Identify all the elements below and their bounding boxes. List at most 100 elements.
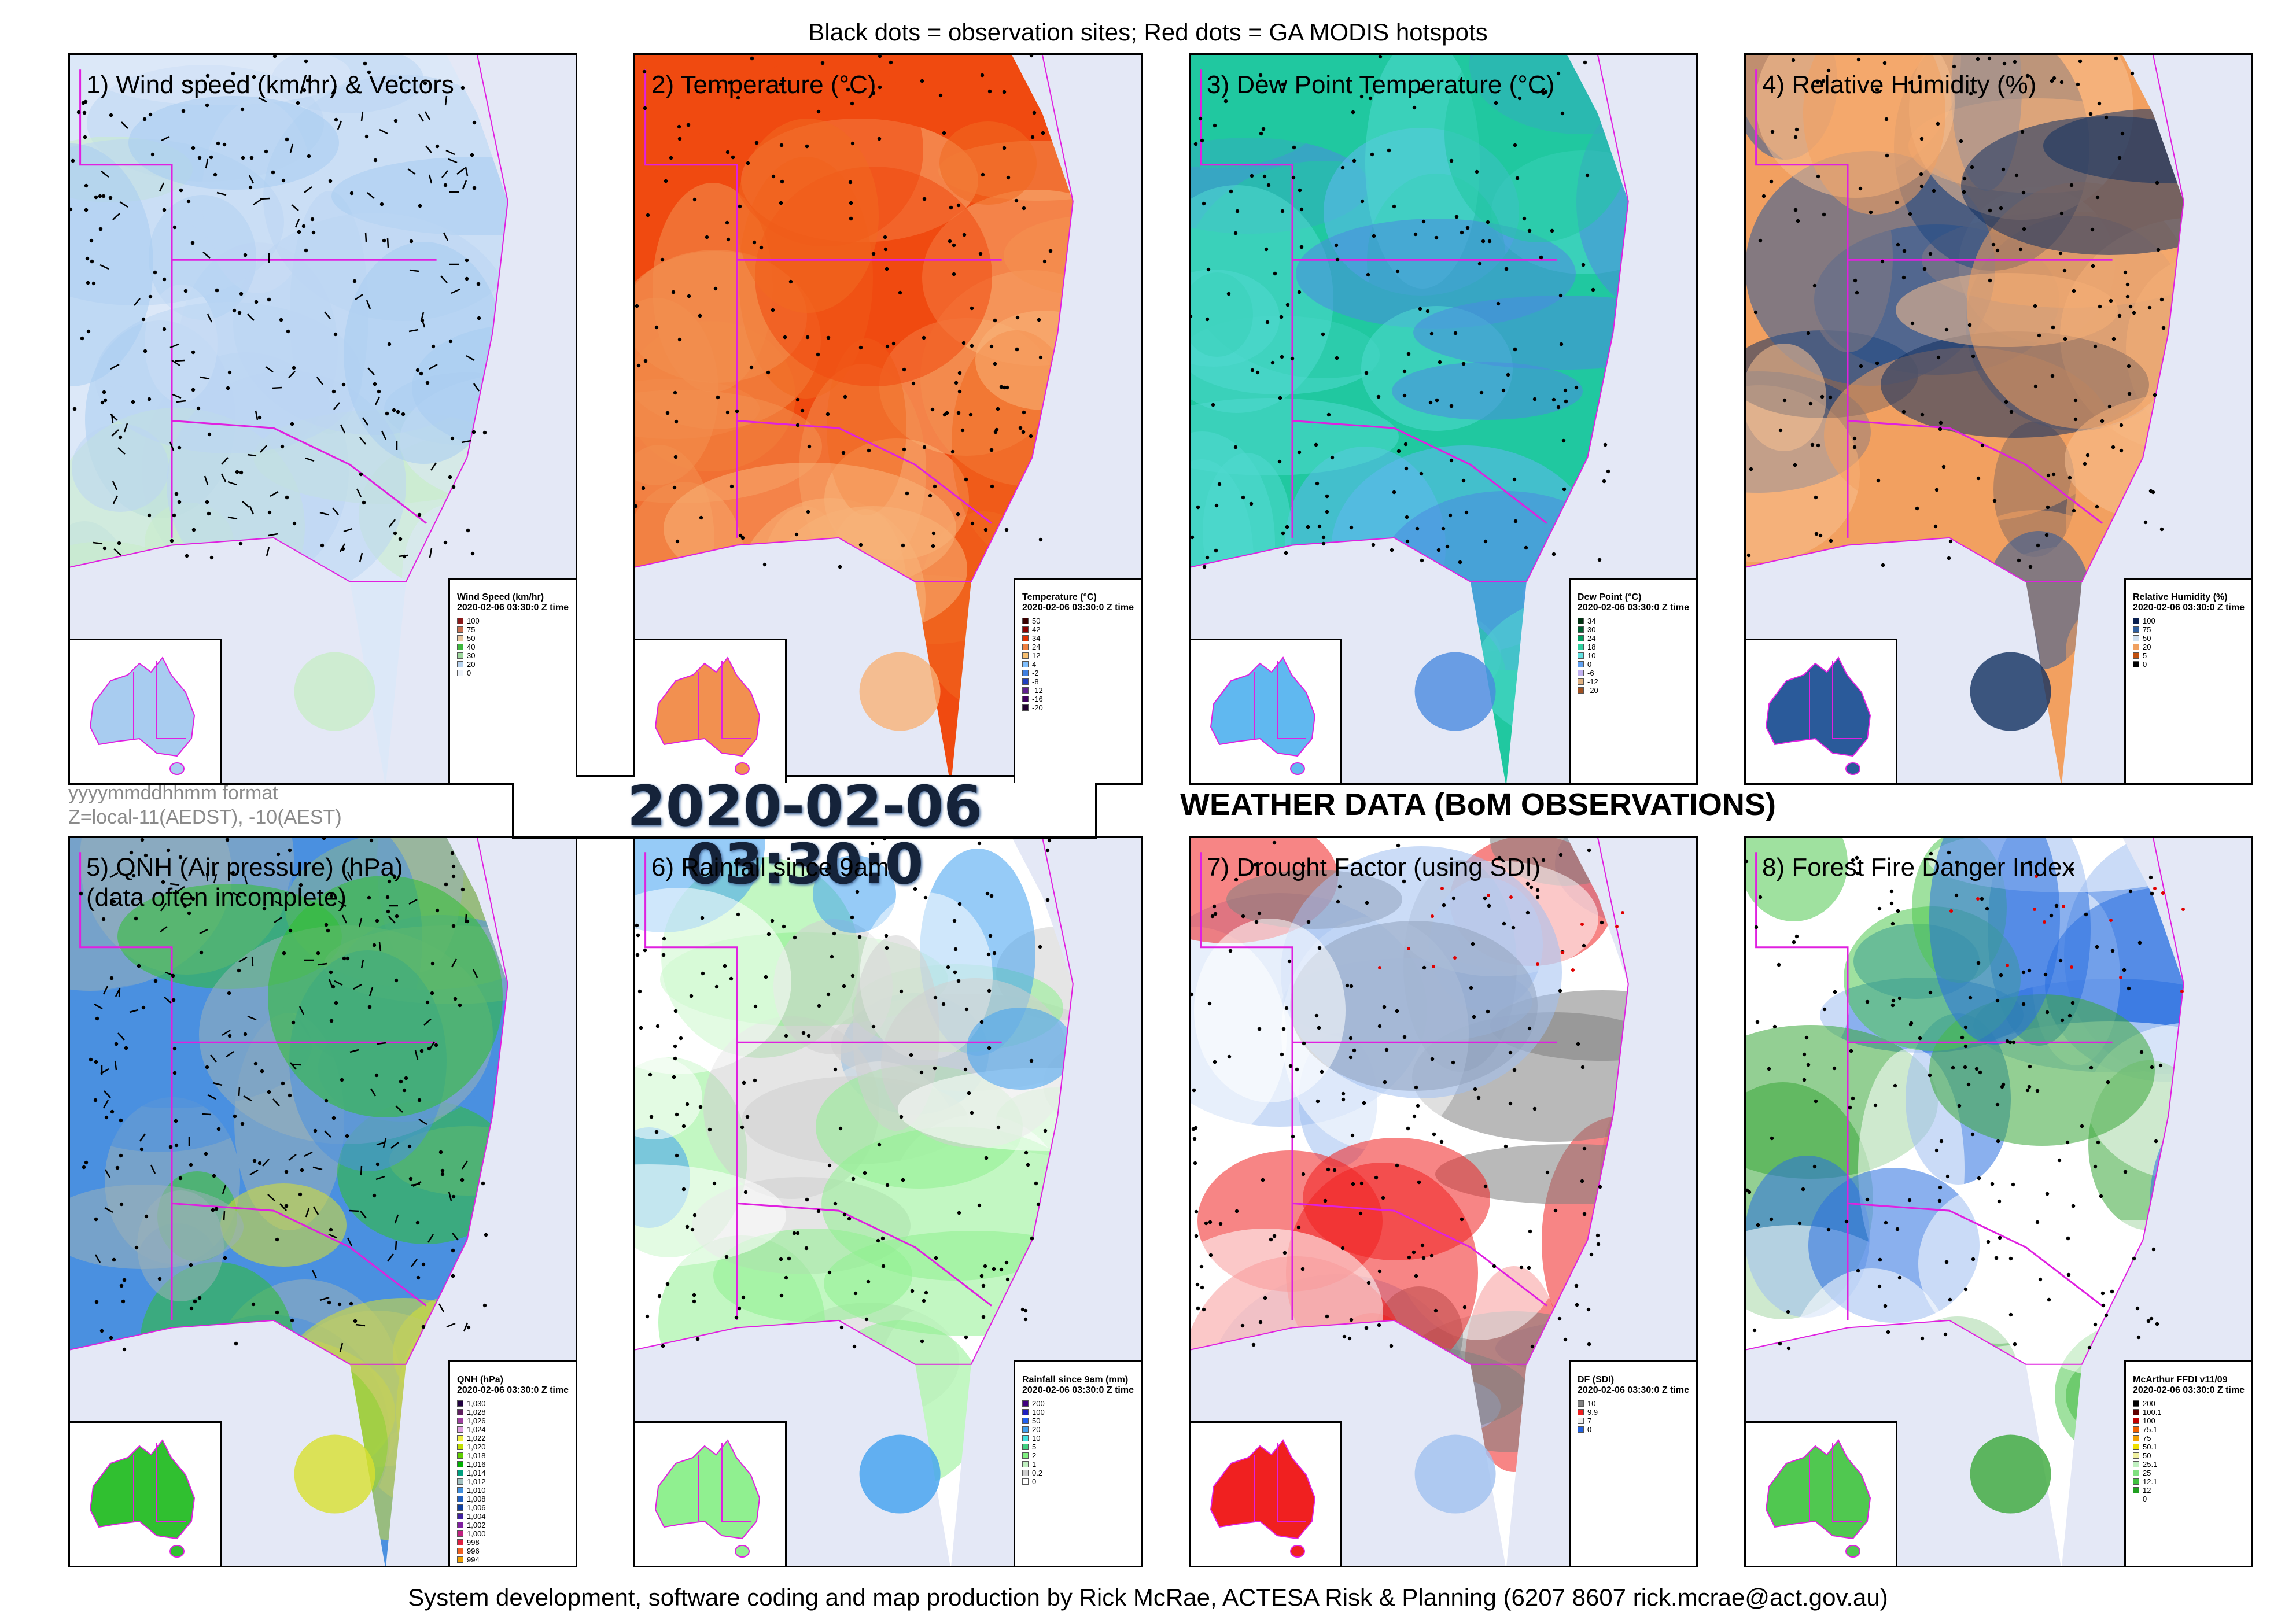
legend-time: 2020-02-06 03:30:0 Z time (1022, 603, 1134, 613)
legend-label: 30 (467, 651, 476, 660)
legend-label: 75.1 (2143, 1425, 2158, 1434)
legend-label: -12 (1587, 677, 1598, 686)
legend-swatch (1022, 635, 1029, 641)
legend-item: -12 (1022, 686, 1135, 695)
legend-item: 10 (1578, 1399, 1690, 1408)
legend-item: 50 (2133, 1451, 2246, 1460)
legend-item: 0 (457, 669, 570, 677)
legend-item: 200 (1022, 1399, 1135, 1408)
map-panel-1: 1) Wind speed (km/hr) & Vectors Wind Spe… (68, 53, 577, 785)
legend-swatch (457, 1478, 463, 1485)
legend-label: 1,022 (467, 1434, 486, 1443)
legend-swatch (1578, 652, 1584, 659)
legend-swatch (1022, 1400, 1029, 1407)
legend-swatch (1578, 687, 1584, 694)
legend-label: 1,016 (467, 1460, 486, 1469)
legend-item: 0 (1578, 1425, 1690, 1434)
legend-item: 30 (1578, 625, 1690, 634)
map-canvas (635, 55, 1141, 783)
legend-swatch (1022, 1418, 1029, 1424)
legend-label: 10 (1587, 651, 1596, 660)
legend-swatch (2133, 661, 2139, 667)
date-display: 2020-02-06 03:30:0 (512, 775, 1097, 893)
legend-item: 1,004 (457, 1512, 570, 1521)
legend-swatch (457, 1522, 463, 1528)
legend-label: 24 (1032, 643, 1041, 651)
legend-item: 7 (1578, 1417, 1690, 1425)
legend-item: 1,016 (457, 1460, 570, 1469)
legend-item: 100 (2133, 617, 2246, 625)
legend-title: Rainfall since 9am (mm) (1022, 1375, 1129, 1385)
legend-label: 5 (2143, 651, 2147, 660)
map-canvas (635, 838, 1141, 1566)
legend-item: 10 (1578, 651, 1690, 660)
legend-swatch (1022, 618, 1029, 624)
legend-item: 50 (457, 634, 570, 643)
legend-swatch (2133, 626, 2139, 633)
legend-swatch (2133, 1400, 2139, 1407)
legend-label: 0 (2143, 660, 2147, 669)
legend-item: 0 (1022, 1477, 1135, 1486)
legend-swatch (1022, 678, 1029, 685)
legend-label: -20 (1032, 703, 1043, 712)
legend-swatch (1578, 670, 1584, 676)
legend-swatch (457, 1504, 463, 1511)
legend-label: 0 (467, 669, 471, 677)
legend-item: 4 (1022, 660, 1135, 669)
legend-label: 1,020 (467, 1443, 486, 1451)
legend-label: 75 (2143, 625, 2151, 634)
legend-label: 1,028 (467, 1408, 486, 1417)
panel-title: 2) Temperature (°C) (651, 71, 876, 99)
header-note: Black dots = observation sites; Red dots… (808, 19, 1488, 46)
legend-swatch (457, 1530, 463, 1537)
australia-outline (1765, 1439, 1871, 1558)
legend-swatch (2133, 1418, 2139, 1424)
legend-label: 1,026 (467, 1417, 486, 1425)
legend-label: 1,018 (467, 1451, 486, 1460)
legend-swatch (457, 1444, 463, 1450)
legend-label: 50.1 (2143, 1443, 2158, 1451)
australia-inset-map (635, 1421, 787, 1566)
legend-label: 24 (1587, 634, 1596, 643)
legend-label: 34 (1032, 634, 1041, 643)
australia-outline (1210, 656, 1316, 775)
legend-label: 20 (2143, 643, 2151, 651)
legend-label: 30 (1587, 625, 1596, 634)
legend-item: 42 (1022, 625, 1135, 634)
legend-label: 1,000 (467, 1529, 486, 1538)
panel-title: 4) Relative Humidity (%) (1762, 71, 2037, 99)
legend-swatch (1578, 644, 1584, 650)
legend-label: 50 (1032, 1417, 1041, 1425)
legend-label: 12 (1032, 651, 1041, 660)
map-legend: QNH (hPa) 2020-02-06 03:30:0 Z time 1,030 1… (448, 1360, 576, 1566)
legend-label: 40 (467, 643, 476, 651)
australia-inset-map (70, 1421, 222, 1566)
map-panel-4: 4) Relative Humidity (%) Relative Humidi… (1744, 53, 2253, 785)
australia-inset-map (1191, 1421, 1342, 1566)
legend-label: -8 (1032, 677, 1039, 686)
legend-swatch (1022, 704, 1029, 711)
map-panel-3: 3) Dew Point Temperature (°C) Dew Point … (1189, 53, 1698, 785)
legend-swatch (2133, 1496, 2139, 1502)
legend-swatch (1022, 1470, 1029, 1476)
legend-label: 1,030 (467, 1399, 486, 1408)
legend-item: 5 (2133, 651, 2246, 660)
legend-label: 0.2 (1032, 1469, 1043, 1477)
legend-item: 1,026 (457, 1417, 570, 1425)
legend-label: 75 (2143, 1434, 2151, 1443)
legend-swatch (2133, 1461, 2139, 1467)
legend-item: 18 (1578, 643, 1690, 651)
legend-label: 50 (2143, 1451, 2151, 1460)
legend-swatch (457, 644, 463, 650)
legend-label: 0 (1587, 660, 1592, 669)
legend-item: 100 (457, 617, 570, 625)
map-legend: Wind Speed (km/hr) 2020-02-06 03:30:0 Z t… (448, 578, 576, 783)
legend-item: 100.1 (2133, 1408, 2246, 1417)
legend-label: 50 (467, 634, 476, 643)
legend-item: 1,020 (457, 1443, 570, 1451)
legend-item: 1,002 (457, 1521, 570, 1529)
legend-swatch (1578, 1400, 1584, 1407)
legend-swatch (2133, 635, 2139, 641)
legend-item: 20 (2133, 643, 2246, 651)
legend-label: 7 (1587, 1417, 1592, 1425)
